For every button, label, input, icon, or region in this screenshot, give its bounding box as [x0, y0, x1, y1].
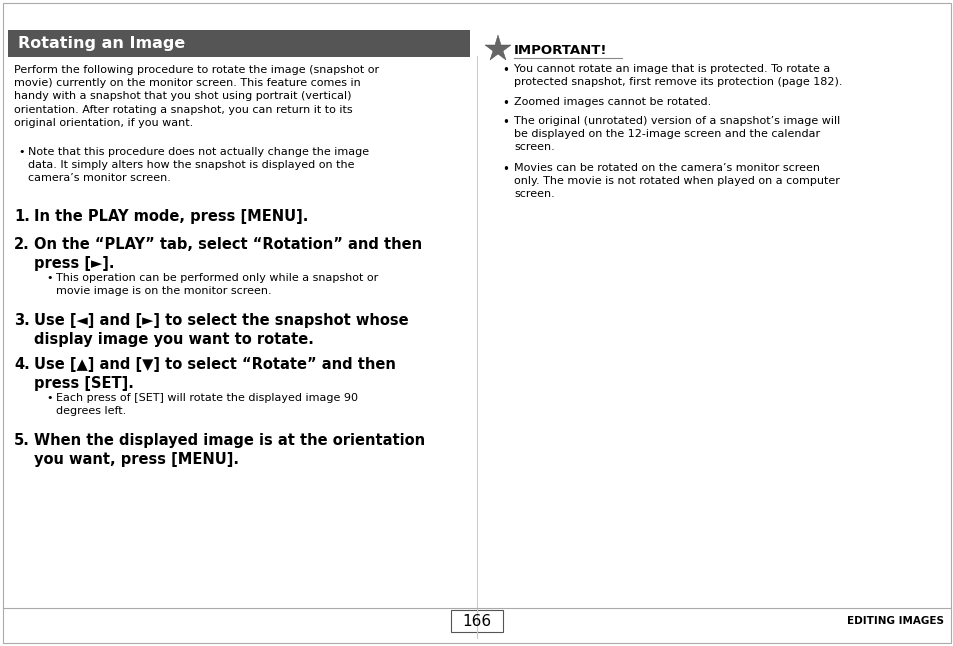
Text: 166: 166: [462, 614, 491, 629]
Text: On the “PLAY” tab, select “Rotation” and then
press [►].: On the “PLAY” tab, select “Rotation” and…: [34, 237, 421, 271]
Text: EDITING IMAGES: EDITING IMAGES: [846, 616, 943, 626]
Text: Use [◄] and [►] to select the snapshot whose
display image you want to rotate.: Use [◄] and [►] to select the snapshot w…: [34, 313, 408, 347]
Text: You cannot rotate an image that is protected. To rotate a
protected snapshot, fi: You cannot rotate an image that is prote…: [514, 64, 841, 87]
Text: 4.: 4.: [14, 357, 30, 372]
Bar: [451, 610, 502, 632]
Text: 2.: 2.: [14, 237, 30, 252]
Text: Rotating an Image: Rotating an Image: [18, 36, 185, 51]
Text: Movies can be rotated on the camera’s monitor screen
only. The movie is not rota: Movies can be rotated on the camera’s mo…: [514, 163, 839, 200]
Text: The original (unrotated) version of a snapshot’s image will
be displayed on the : The original (unrotated) version of a sn…: [514, 116, 840, 152]
Text: Each press of [SET] will rotate the displayed image 90
degrees left.: Each press of [SET] will rotate the disp…: [56, 393, 357, 416]
Text: •: •: [501, 64, 508, 77]
Text: Zoomed images cannot be rotated.: Zoomed images cannot be rotated.: [514, 97, 711, 107]
Text: In the PLAY mode, press [MENU].: In the PLAY mode, press [MENU].: [34, 209, 308, 224]
Text: •: •: [501, 163, 508, 176]
Bar: [8, 30, 470, 57]
Text: Use [▲] and [▼] to select “Rotate” and then
press [SET].: Use [▲] and [▼] to select “Rotate” and t…: [34, 357, 395, 391]
Text: •: •: [46, 393, 52, 403]
Text: IMPORTANT!: IMPORTANT!: [514, 44, 607, 57]
Text: 1.: 1.: [14, 209, 30, 224]
Text: When the displayed image is at the orientation
you want, press [MENU].: When the displayed image is at the orien…: [34, 433, 425, 466]
Text: 5.: 5.: [14, 433, 30, 448]
Text: This operation can be performed only while a snapshot or
movie image is on the m: This operation can be performed only whi…: [56, 273, 377, 297]
Text: •: •: [46, 273, 52, 283]
Text: •: •: [501, 97, 508, 110]
Text: Perform the following procedure to rotate the image (snapshot or
movie) currentl: Perform the following procedure to rotat…: [14, 65, 378, 128]
Text: 3.: 3.: [14, 313, 30, 328]
Text: •: •: [18, 147, 25, 157]
Text: Note that this procedure does not actually change the image
data. It simply alte: Note that this procedure does not actual…: [28, 147, 369, 183]
Text: •: •: [501, 116, 508, 129]
